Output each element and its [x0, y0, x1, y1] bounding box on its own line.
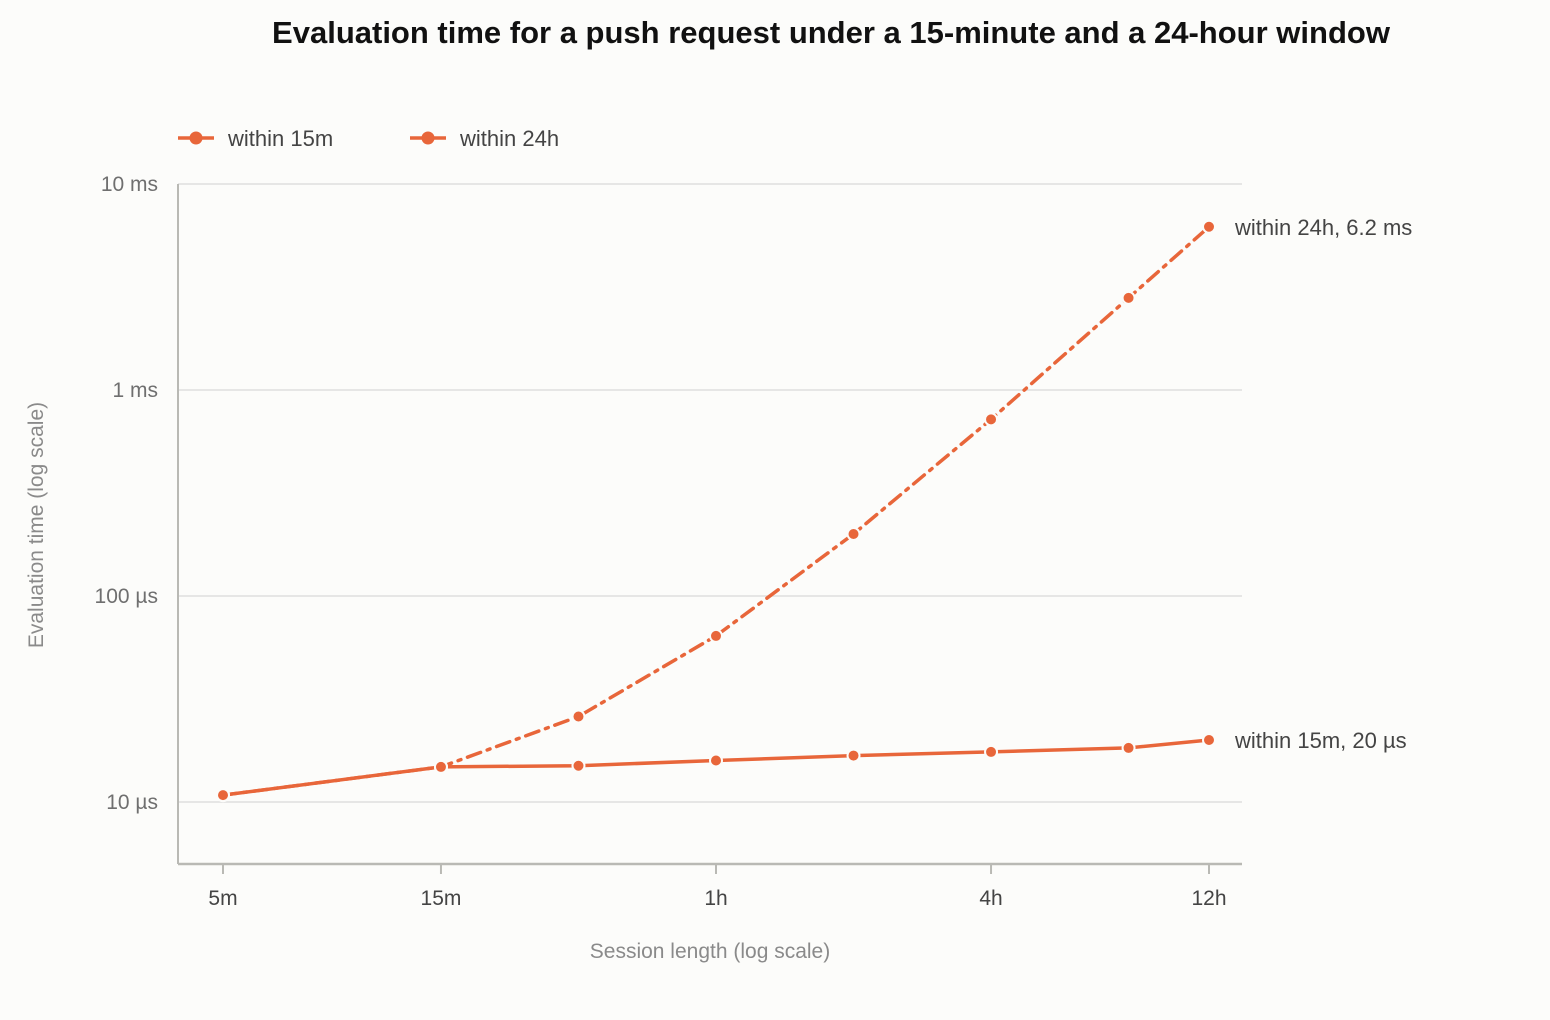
series-point	[984, 744, 999, 759]
series-line	[221, 738, 1211, 797]
series-point	[571, 758, 586, 773]
series-point	[709, 628, 723, 643]
series-point	[709, 753, 723, 768]
legend-item: within 24h	[410, 126, 559, 151]
series-point	[1121, 740, 1136, 755]
series-point	[1121, 290, 1136, 305]
x-axis-label: Session length (log scale)	[590, 940, 830, 963]
series-line	[221, 225, 1211, 797]
series-point	[216, 788, 230, 803]
series-point	[984, 412, 999, 427]
end-labels: within 15m, 20 µs within 24h, 6.2 ms	[1234, 215, 1412, 753]
series-point	[1202, 732, 1216, 747]
series-end-label: within 15m, 20 µs	[1234, 728, 1407, 753]
series-layer	[216, 219, 1216, 803]
legend: within 15m within 24h	[178, 126, 559, 151]
legend-item: within 15m	[178, 126, 333, 151]
series-point	[433, 759, 448, 774]
x-tick-label: 1h	[704, 887, 727, 910]
y-tick-label: 1 ms	[112, 379, 158, 402]
y-tick-label: 10 ms	[101, 173, 158, 196]
legend-label: within 24h	[459, 126, 559, 151]
y-tick-label: 100 µs	[95, 585, 158, 608]
legend-swatch-marker	[189, 131, 203, 145]
y-axis-ticks: 10 µs 100 µs 1 ms 10 ms	[95, 173, 158, 814]
series-end-label: within 24h, 6.2 ms	[1234, 215, 1412, 240]
series-point	[846, 526, 861, 541]
x-tick-label: 5m	[208, 887, 237, 910]
y-tick-label: 10 µs	[106, 791, 158, 814]
series-point	[1202, 219, 1216, 234]
x-tick-label: 4h	[979, 887, 1002, 910]
chart-title: Evaluation time for a push request under…	[272, 15, 1391, 50]
legend-swatch-marker	[421, 131, 435, 145]
series-point	[571, 709, 586, 724]
y-axis-label: Evaluation time (log scale)	[25, 402, 48, 648]
gridlines	[178, 183, 1242, 803]
series-point	[846, 748, 861, 763]
x-tick-label: 12h	[1191, 887, 1226, 910]
x-tick-label: 15m	[421, 887, 462, 910]
x-axis-ticks: 5m 15m 1h 4h 12h	[208, 864, 1227, 910]
legend-label: within 15m	[227, 126, 333, 151]
